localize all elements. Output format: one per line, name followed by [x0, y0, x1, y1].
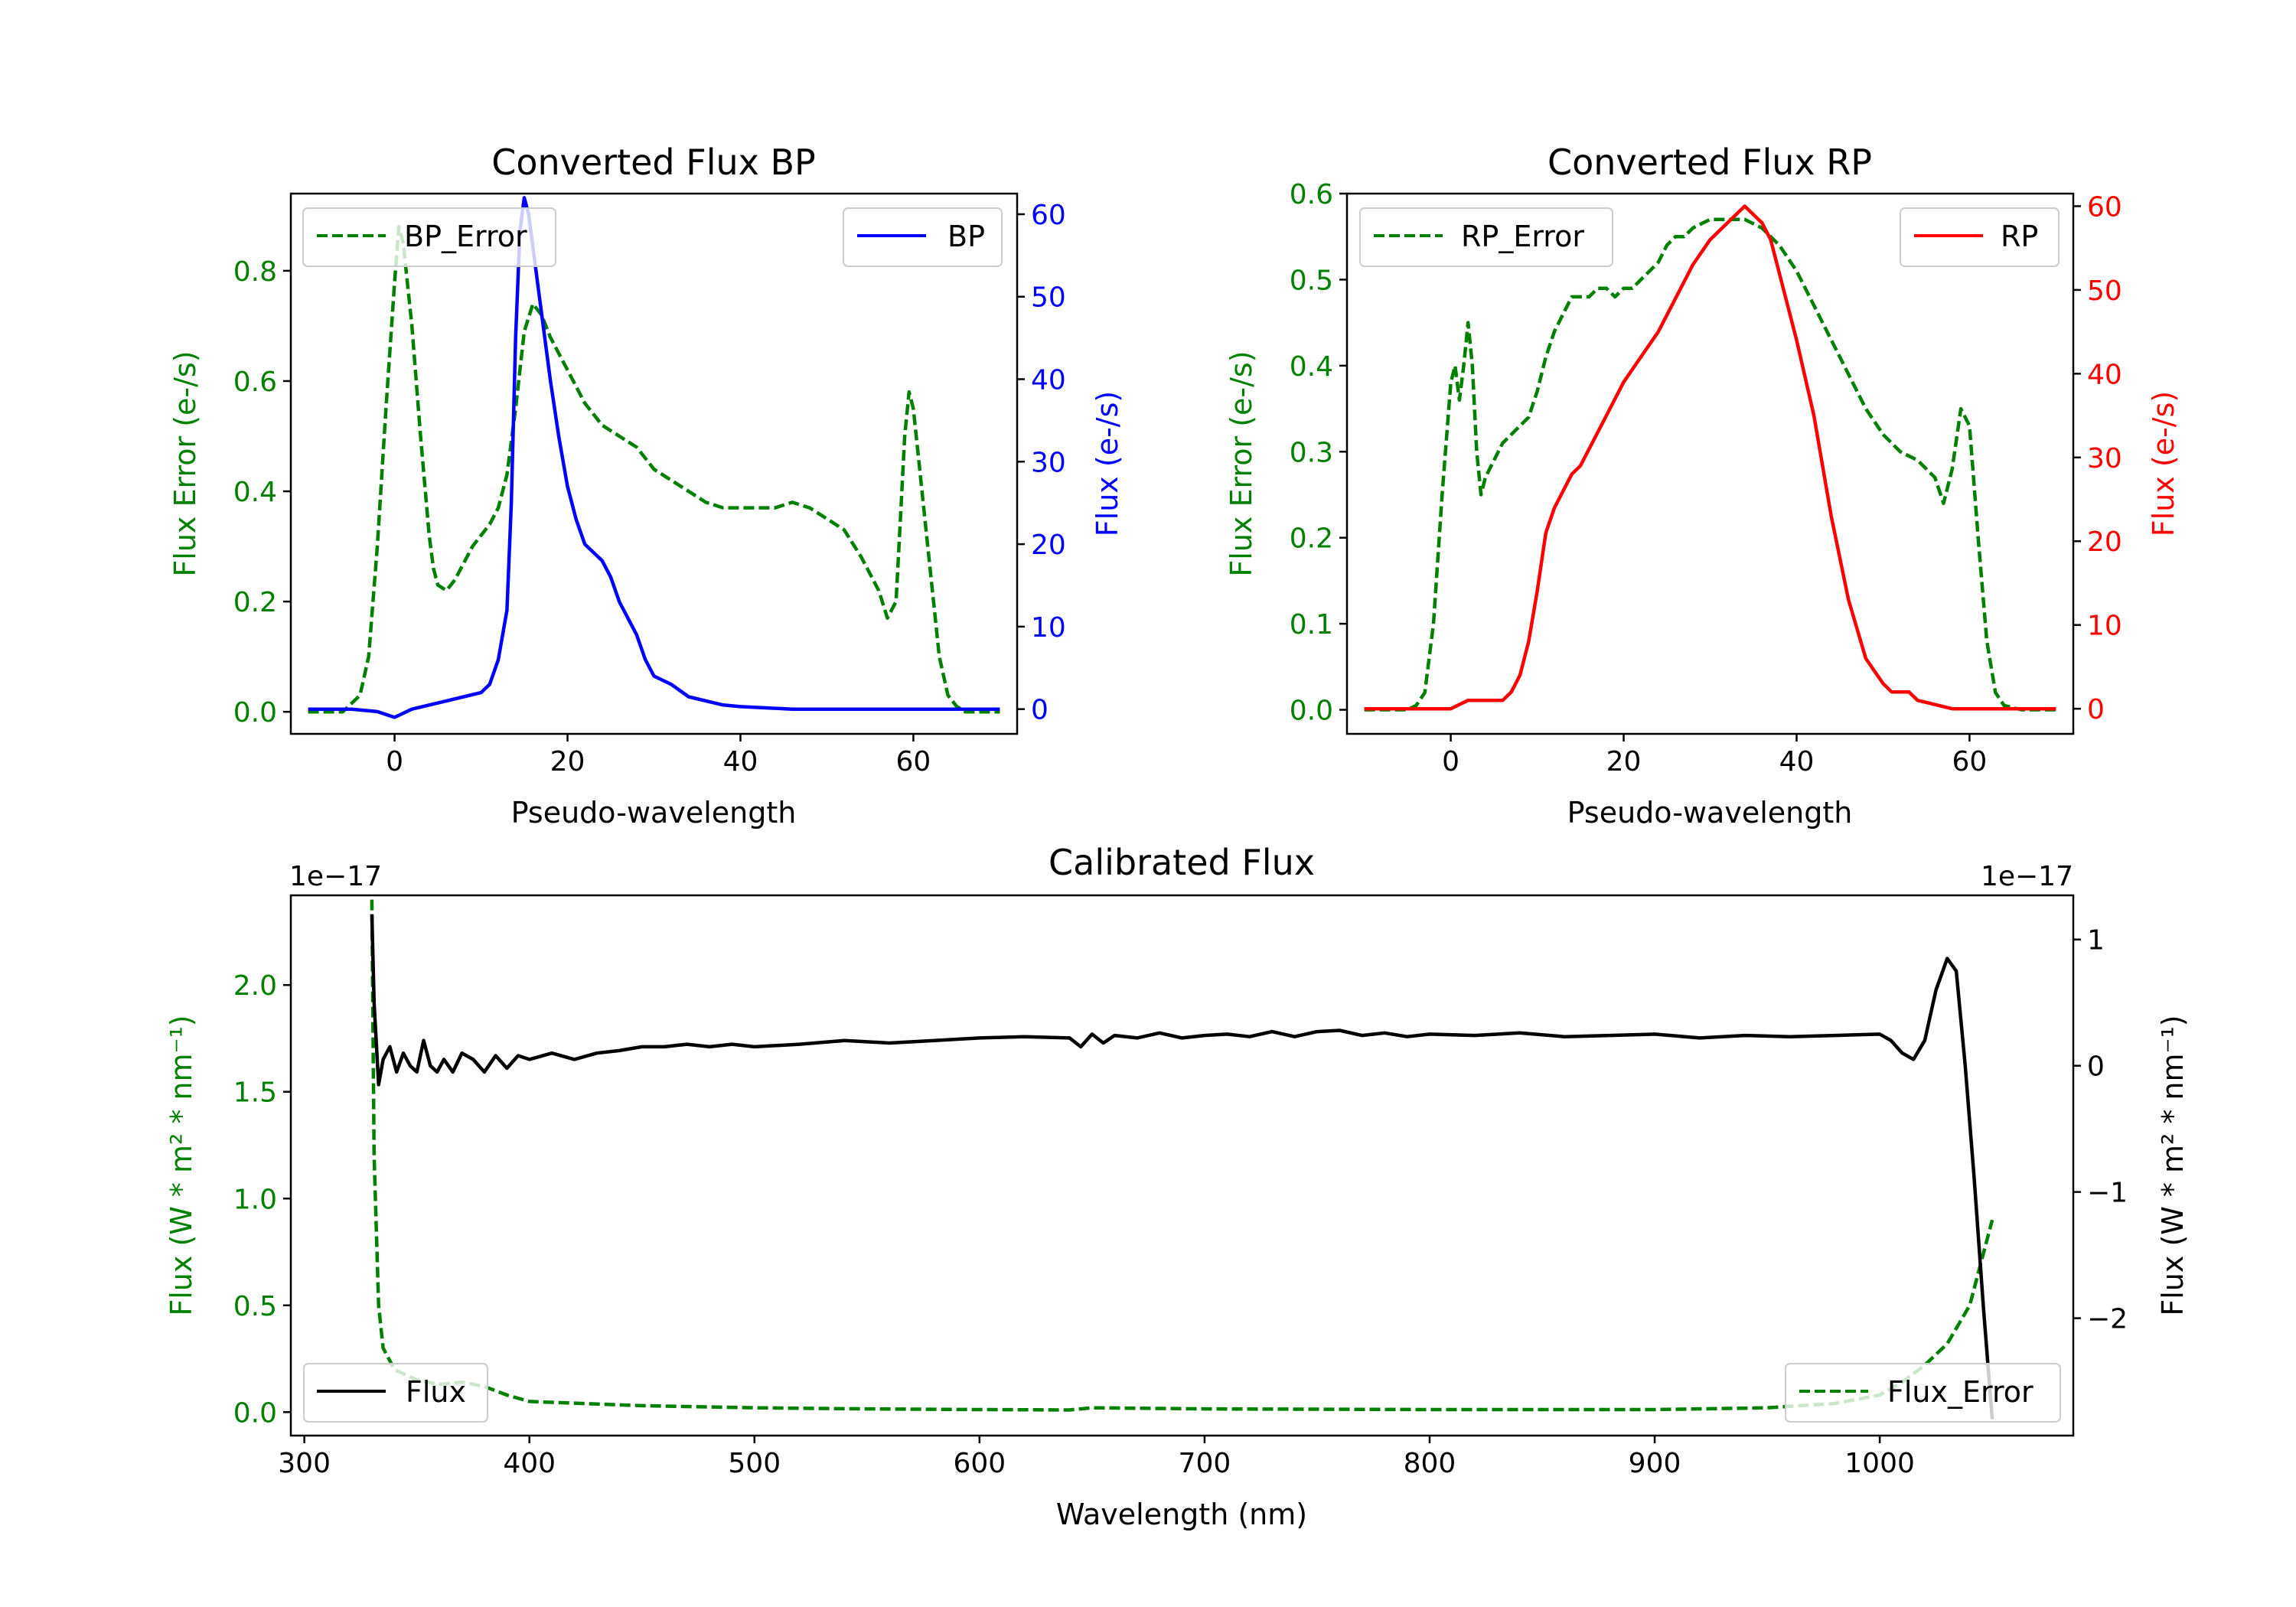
cal-left-tick-label: 2.0 [233, 970, 277, 1002]
rp-right-tick-label: 0 [2087, 694, 2105, 725]
rp-left-tick-label: 0.1 [1290, 609, 1333, 641]
rp-right-tick-label: 60 [2087, 191, 2122, 223]
bp-right-tick-label: 60 [1031, 200, 1066, 231]
cal-left-tick-label: 0.0 [233, 1397, 277, 1429]
cal-right-offset-label: 1e−17 [1981, 861, 2073, 892]
bp-plot-frame [289, 192, 1019, 735]
bp-left-tick-label: 0.6 [233, 367, 277, 398]
rp-x-axis-label: Pseudo-wavelength [1567, 796, 1853, 830]
rp-right-tick-label: 40 [2087, 359, 2122, 390]
bp-series-line [308, 196, 1000, 719]
bp-x-axis-label: Pseudo-wavelength [511, 796, 797, 830]
bp-left-tick-label: 0.0 [233, 697, 277, 729]
cal-left-tick-label: 1.5 [233, 1077, 277, 1109]
cal-right-tick-label: 1 [2087, 925, 2105, 957]
cal-title: Calibrated Flux [1049, 842, 1315, 883]
bp-title: Converted Flux BP [491, 142, 816, 183]
bp-right-tick-label: 40 [1031, 365, 1066, 396]
rp-error-legend-label: RP_Error [1461, 220, 1584, 253]
chart-calibrated: Calibrated Flux Wavelength (nm) Flux (W … [165, 842, 2190, 1531]
rp-error-legend: RP_Error [1359, 207, 1613, 267]
rp-legend-label: RP [2001, 220, 2038, 253]
bp-x-tick-label: 40 [723, 746, 758, 777]
bp-error-series-line [308, 224, 1000, 714]
bp-x-tick-label: 20 [550, 746, 585, 777]
cal-x-tick-label: 300 [278, 1448, 331, 1479]
cal-left-tick-label: 1.0 [233, 1184, 277, 1215]
cal-x-tick-label: 1000 [1844, 1448, 1915, 1479]
cal-right-axis-label: Flux (W * m² * nm⁻¹) [2156, 1015, 2190, 1315]
bp-right-tick-label: 50 [1031, 282, 1066, 314]
cal-left-axis-label: Flux (W * m² * nm⁻¹) [165, 1015, 198, 1315]
rp-right-tick-label: 30 [2087, 443, 2122, 474]
rp-right-tick-label: 20 [2087, 526, 2122, 558]
cal-x-axis-label: Wavelength (nm) [1056, 1498, 1307, 1531]
bp-right-tick-label: 0 [1031, 695, 1049, 726]
bp-right-axis-label: Flux (e-/s) [1091, 391, 1124, 536]
cal-right-tick-label: −2 [2087, 1304, 2128, 1335]
bp-left-tick-label: 0.8 [233, 256, 277, 288]
cal-x-tick-label: 900 [1629, 1448, 1681, 1479]
rp-right-axis-label: Flux (e-/s) [2147, 391, 2180, 536]
rp-x-tick-label: 0 [1442, 746, 1459, 777]
cal-x-tick-label: 600 [953, 1448, 1006, 1479]
cal-x-tick-label: 700 [1179, 1448, 1231, 1479]
rp-error-series-line [1364, 217, 2056, 712]
cal-left-offset-label: 1e−17 [289, 861, 382, 892]
rp-series-line [1364, 204, 2056, 711]
rp-left-tick-label: 0.5 [1290, 265, 1333, 296]
cal-plot-frame [289, 894, 2075, 1437]
bp-x-tick-label: 60 [896, 746, 931, 777]
bp-right-tick-label: 20 [1031, 530, 1066, 561]
cal-right-tick-label: 0 [2087, 1051, 2105, 1083]
bp-left-axis-label: Flux Error (e-/s) [168, 350, 202, 576]
bp-legend-label: BP [947, 220, 985, 253]
rp-left-tick-label: 0.0 [1290, 696, 1333, 727]
flux-legend-label: Flux [406, 1375, 466, 1409]
bp-left-tick-label: 0.2 [233, 587, 277, 618]
rp-left-axis-label: Flux Error (e-/s) [1225, 350, 1258, 576]
rp-right-tick-label: 50 [2087, 275, 2122, 307]
rp-left-tick-label: 0.4 [1290, 351, 1333, 383]
chart-rp: Converted Flux RP Pseudo-wavelength Flux… [1225, 142, 2180, 830]
cal-x-tick-label: 800 [1404, 1448, 1456, 1479]
flux-series-line [370, 914, 1994, 1420]
rp-left-tick-label: 0.6 [1290, 179, 1333, 210]
rp-right-tick-label: 10 [2087, 611, 2122, 642]
cal-left-tick-label: 0.5 [233, 1291, 277, 1322]
rp-left-tick-label: 0.3 [1290, 437, 1333, 468]
bp-left-tick-label: 0.4 [233, 477, 277, 508]
rp-left-tick-label: 0.2 [1290, 523, 1333, 555]
bp-legend: BP [843, 207, 1003, 267]
flux-error-legend: Flux_Error [1785, 1363, 2061, 1423]
rp-title: Converted Flux RP [1548, 142, 1872, 183]
bp-right-tick-label: 30 [1031, 447, 1066, 478]
bp-x-tick-label: 0 [386, 746, 403, 777]
rp-legend: RP [1900, 207, 2060, 267]
rp-x-tick-label: 20 [1606, 746, 1642, 777]
chart-bp: Converted Flux BP Pseudo-wavelength Flux… [168, 142, 1124, 830]
flux-legend: Flux [303, 1363, 488, 1423]
cal-x-tick-label: 500 [728, 1448, 781, 1479]
cal-x-tick-label: 400 [503, 1448, 556, 1479]
flux-error-legend-label: Flux_Error [1887, 1375, 2033, 1409]
cal-right-tick-label: −1 [2087, 1178, 2128, 1209]
rp-x-tick-label: 40 [1779, 746, 1815, 777]
bp-error-legend: BP_Error [302, 207, 556, 267]
rp-plot-frame [1345, 192, 2075, 735]
bp-error-legend-label: BP_Error [404, 220, 527, 253]
rp-x-tick-label: 60 [1952, 746, 1988, 777]
bp-right-tick-label: 10 [1031, 612, 1066, 644]
